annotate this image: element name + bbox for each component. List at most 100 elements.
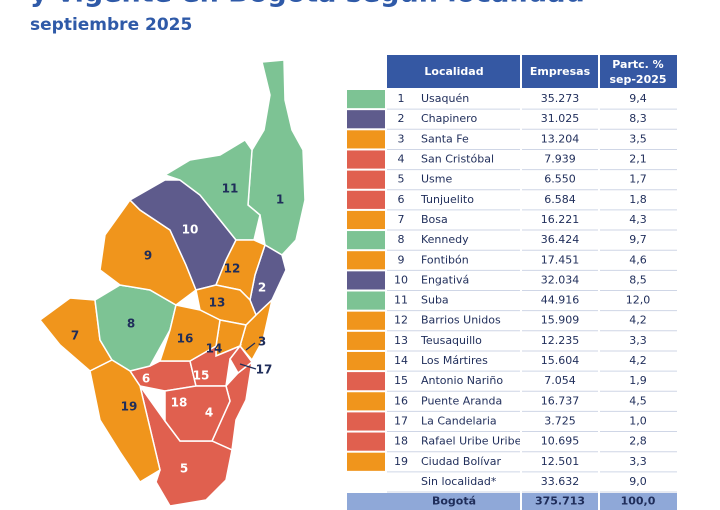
- row-partc: 1,9: [629, 374, 647, 387]
- row-name: Kennedy: [421, 233, 469, 246]
- legend-swatch: [347, 271, 385, 290]
- row-number: 6: [398, 193, 405, 206]
- row-name: Barrios Unidos: [421, 314, 501, 327]
- legend-swatch: [347, 291, 385, 310]
- row-empresas: 33.632: [541, 475, 580, 488]
- total-name: Bogotá: [432, 495, 476, 508]
- row-name: Rafael Uribe Uribe: [421, 435, 522, 448]
- row-partc: 9,0: [629, 475, 647, 488]
- row-name: Teusaquillo: [420, 334, 482, 347]
- district: [163, 138, 261, 241]
- legend-swatch: [347, 90, 385, 109]
- row-empresas: 35.273: [541, 92, 580, 105]
- row-partc: 2,1: [629, 153, 647, 166]
- district-label: 2: [258, 281, 266, 295]
- row-name: Bosa: [421, 213, 448, 226]
- row-empresas: 3.725: [544, 414, 576, 427]
- row-name: Ciudad Bolívar: [421, 455, 502, 468]
- district-label: 13: [209, 296, 226, 310]
- district: [89, 359, 161, 484]
- district-label: 12: [224, 262, 241, 276]
- callout: [239, 363, 257, 370]
- row-number: 19: [394, 455, 408, 468]
- row-number: 12: [394, 314, 408, 327]
- row-number: 1: [398, 92, 405, 105]
- district-label: 18: [171, 396, 188, 410]
- total-partc: 100,0: [621, 495, 656, 508]
- row-number: 7: [398, 213, 405, 226]
- row-empresas: 13.204: [541, 132, 580, 145]
- row-partc: 12,0: [626, 294, 651, 307]
- row-empresas: 31.025: [541, 112, 580, 125]
- district-label: 6: [142, 372, 150, 386]
- row-name: Fontibón: [421, 253, 469, 266]
- header-cell: [522, 55, 598, 88]
- legend-swatch: [347, 351, 385, 371]
- legend-swatch: [347, 392, 385, 411]
- legend-swatch: [347, 311, 385, 330]
- row-partc: 3,5: [629, 132, 647, 145]
- row-partc: 3,3: [629, 455, 647, 468]
- row-partc: 9,7: [629, 233, 647, 246]
- district-label: 15: [193, 369, 210, 383]
- row-name: Tunjuelito: [420, 193, 474, 206]
- row-empresas: 15.604: [541, 354, 580, 367]
- row-name: Suba: [421, 294, 449, 307]
- legend-swatch: [347, 190, 385, 209]
- row-empresas: 16.221: [541, 213, 580, 226]
- row-name: Sin localidad*: [421, 475, 497, 488]
- callout: [245, 342, 256, 351]
- row-partc: 4,2: [629, 354, 647, 367]
- row-number: 14: [394, 354, 408, 367]
- row-name: Los Mártires: [421, 354, 488, 367]
- legend-swatch: [347, 432, 385, 451]
- row-empresas: 10.695: [541, 435, 580, 448]
- legend-swatch: [347, 372, 385, 391]
- row-empresas: 7.939: [544, 153, 576, 166]
- row-partc: 4,3: [629, 213, 647, 226]
- header-cell: [600, 55, 677, 88]
- row-empresas: 44.916: [541, 294, 580, 307]
- district-label: 7: [71, 329, 79, 343]
- row-empresas: 17.451: [541, 253, 580, 266]
- row-number: 16: [394, 394, 408, 407]
- legend-swatch: [347, 412, 385, 431]
- district-label: 17: [256, 363, 273, 377]
- row-empresas: 6.584: [544, 193, 576, 206]
- row-number: 4: [398, 153, 405, 166]
- row-partc: 1,8: [629, 193, 647, 206]
- header-label: Empresas: [530, 65, 591, 78]
- legend-swatch: [347, 251, 385, 270]
- table: Localidad Empresas Partc. % sep-2025 1 Usaqué…: [347, 55, 677, 510]
- row-empresas: 6.550: [544, 173, 576, 186]
- row-empresas: 15.909: [541, 314, 580, 327]
- row-empresas: 32.034: [541, 273, 580, 286]
- district-label: 16: [177, 332, 194, 346]
- row-name: Puente Aranda: [421, 394, 502, 407]
- row-name: Usme: [421, 173, 452, 186]
- district-label: 3: [258, 335, 266, 349]
- row-number: 10: [394, 273, 408, 286]
- row-number: 3: [398, 132, 405, 145]
- row-empresas: 12.501: [541, 455, 580, 468]
- row-partc: 4,6: [629, 253, 647, 266]
- legend-swatch: [347, 231, 385, 250]
- district: [164, 385, 231, 442]
- legend-swatch: [347, 130, 385, 149]
- row-number: 18: [394, 435, 408, 448]
- row-empresas: 12.235: [541, 334, 580, 347]
- district-label: 14: [206, 342, 223, 356]
- header-cell: [387, 55, 520, 88]
- header-label: sep-2025: [609, 73, 666, 86]
- legend-swatch: [347, 210, 385, 230]
- row-partc: 9,4: [629, 92, 647, 105]
- row-name: La Candelaria: [421, 414, 497, 427]
- row-partc: 1,7: [629, 173, 647, 186]
- row-name: Usaquén: [421, 92, 469, 105]
- header-label: Partc. %: [612, 58, 663, 71]
- row-partc: 8,3: [629, 112, 647, 125]
- total-empresas: 375.713: [535, 495, 585, 508]
- legend-swatch: [347, 110, 385, 129]
- row-number: 13: [394, 334, 408, 347]
